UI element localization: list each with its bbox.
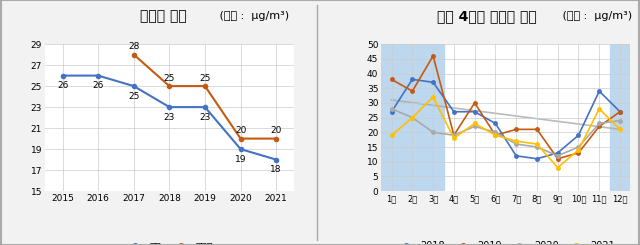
전국 [201,106,209,109]
2021 [388,134,396,137]
2020 [554,154,561,157]
Text: 25: 25 [128,92,140,101]
Line: 고양시: 고양시 [132,52,278,141]
전국 [237,148,244,151]
2020 [408,116,416,119]
2019 [595,125,603,128]
Text: 23: 23 [164,113,175,122]
2020 [492,131,499,134]
2018 [533,157,541,160]
2021 [554,166,561,169]
전국 [94,74,102,77]
Text: (단위 :  μg/m³): (단위 : μg/m³) [216,11,289,21]
Text: 19: 19 [235,155,246,164]
2020 [595,122,603,125]
2019 [533,128,541,131]
2018 [471,110,479,113]
고양시 [201,85,209,87]
2019 [492,134,499,137]
2020 [429,131,437,134]
Line: 2018: 2018 [390,78,621,160]
전국 [130,85,138,87]
Text: 최근 4년간 월평균 농도: 최근 4년간 월평균 농도 [436,9,536,23]
2019 [616,110,624,113]
Text: (단위 :  μg/m³): (단위 : μg/m³) [559,11,632,21]
Bar [381,44,444,191]
2020 [471,125,479,128]
2018 [408,78,416,81]
고양시 [273,137,280,140]
2020 [616,119,624,122]
Line: 2021: 2021 [390,95,621,169]
2019 [471,101,479,104]
2020 [575,146,582,148]
2020 [533,146,541,148]
Legend: 2018, 2019, 2020, 2021: 2018, 2019, 2020, 2021 [392,237,620,245]
2021 [492,134,499,137]
2018 [429,81,437,84]
Line: 2020: 2020 [390,107,621,158]
Text: 18: 18 [271,165,282,174]
2018 [554,151,561,154]
고양시 [166,85,173,87]
Text: 23: 23 [199,113,211,122]
Legend: 전국, 고양시: 전국, 고양시 [122,237,217,245]
Text: 25: 25 [199,74,211,83]
고양시 [130,53,138,56]
2018 [492,122,499,125]
2019 [513,128,520,131]
2019 [388,78,396,81]
2021 [595,107,603,110]
Text: 20: 20 [235,126,246,135]
2018 [450,110,458,113]
2019 [554,157,561,160]
2021 [450,137,458,140]
전국 [59,74,67,77]
2018 [595,90,603,93]
2021 [429,96,437,98]
Text: 25: 25 [164,74,175,83]
2021 [471,122,479,125]
2018 [616,110,624,113]
고양시 [237,137,244,140]
Bar [610,44,630,191]
2021 [533,143,541,146]
2021 [616,128,624,131]
Text: 연평균 농도: 연평균 농도 [140,9,186,23]
Text: 28: 28 [128,42,140,51]
전국 [166,106,173,109]
Line: 2019: 2019 [390,54,621,160]
2019 [575,151,582,154]
Line: 전국: 전국 [61,74,278,162]
2021 [513,140,520,143]
2021 [408,116,416,119]
2019 [450,134,458,137]
2020 [388,107,396,110]
2018 [575,134,582,137]
2020 [513,143,520,146]
2018 [388,110,396,113]
Text: 26: 26 [57,81,68,90]
2019 [408,90,416,93]
Text: 26: 26 [93,81,104,90]
2020 [450,134,458,137]
2021 [575,148,582,151]
Text: 20: 20 [271,126,282,135]
전국 [273,158,280,161]
2018 [513,154,520,157]
2019 [429,54,437,57]
